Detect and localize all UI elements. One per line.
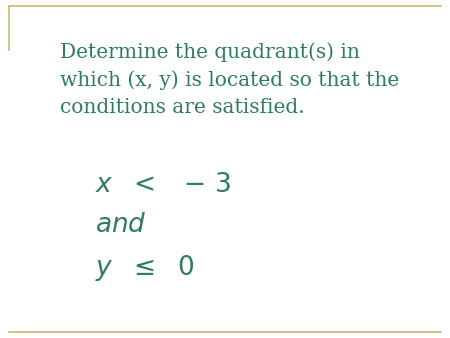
Text: $x \ \ < \ \ -\,3$: $x \ \ < \ \ -\,3$ [95, 172, 231, 197]
Text: Determine the quadrant(s) in
which (x, y) is located so that the
conditions are : Determine the quadrant(s) in which (x, y… [60, 42, 399, 117]
Text: $y \ \ \leq \ \ 0$: $y \ \ \leq \ \ 0$ [95, 253, 195, 283]
Text: $\mathit{and}$: $\mathit{and}$ [95, 213, 147, 238]
